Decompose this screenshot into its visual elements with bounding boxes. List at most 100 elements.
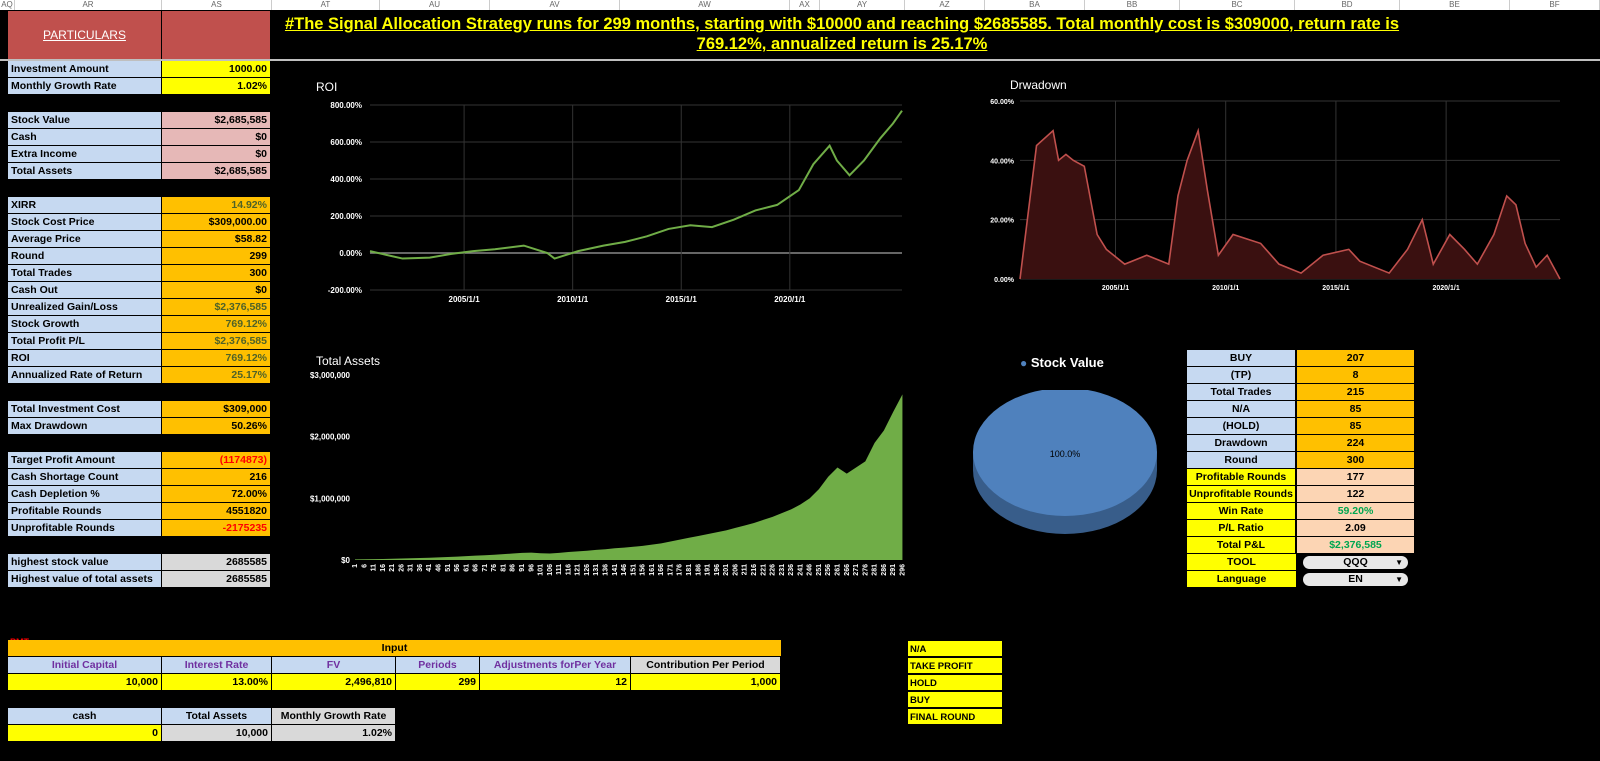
label-roi[interactable]: ROI: [8, 350, 161, 367]
value-total-profit-p-l[interactable]: $2,376,585: [162, 333, 270, 350]
legend-take-profit[interactable]: TAKE PROFIT: [907, 657, 1003, 674]
column-header-ax[interactable]: AX: [790, 0, 820, 10]
column-header-ar[interactable]: AR: [15, 0, 162, 10]
value-unprofitable-rounds[interactable]: -2175235: [162, 520, 270, 537]
value-xirr[interactable]: 14.92%: [162, 197, 270, 214]
label-monthly-growth-rate[interactable]: Monthly Growth Rate: [8, 78, 161, 95]
column-header-bc[interactable]: BC: [1180, 0, 1295, 10]
label-average-price[interactable]: Average Price: [8, 231, 161, 248]
column-header-az[interactable]: AZ: [905, 0, 985, 10]
stat-value-round[interactable]: 300: [1297, 452, 1414, 469]
cash-header-cash[interactable]: cash: [8, 708, 161, 725]
stat-value-total-trades[interactable]: 215: [1297, 384, 1414, 401]
value-monthly-growth-rate[interactable]: 1.02%: [162, 78, 270, 95]
label-highest-value-of-total-assets[interactable]: Highest value of total assets: [8, 571, 161, 588]
label-cash-depletion[interactable]: Cash Depletion %: [8, 486, 161, 503]
value-max-drawdown[interactable]: 50.26%: [162, 418, 270, 435]
column-header-au[interactable]: AU: [380, 0, 490, 10]
label-stock-value[interactable]: Stock Value: [8, 112, 161, 129]
stat-label-total-p-l[interactable]: Total P&L: [1187, 537, 1296, 554]
input-header-fv[interactable]: FV: [272, 657, 395, 674]
cash-value-total-assets[interactable]: 10,000: [162, 725, 271, 742]
label-round[interactable]: Round: [8, 248, 161, 265]
label-cash-shortage-count[interactable]: Cash Shortage Count: [8, 469, 161, 486]
stat-label-n-a[interactable]: N/A: [1187, 401, 1296, 418]
column-header-ba[interactable]: BA: [985, 0, 1085, 10]
input-value-adjustments-forper-year[interactable]: 12: [480, 674, 630, 691]
cash-header-monthly-growth-rate[interactable]: Monthly Growth Rate: [272, 708, 395, 725]
label-investment-amount[interactable]: Investment Amount: [8, 61, 161, 78]
label-stock-growth[interactable]: Stock Growth: [8, 316, 161, 333]
value-stock-cost-price[interactable]: $309,000.00: [162, 214, 270, 231]
stat-label-p-l-ratio[interactable]: P/L Ratio: [1187, 520, 1296, 537]
cash-value-monthly-growth-rate[interactable]: 1.02%: [272, 725, 395, 742]
input-value-periods[interactable]: 299: [396, 674, 479, 691]
column-header-bd[interactable]: BD: [1295, 0, 1400, 10]
column-header-be[interactable]: BE: [1400, 0, 1510, 10]
value-annualized-rate-of-return[interactable]: 25.17%: [162, 367, 270, 384]
input-header-adjustments-forper-year[interactable]: Adjustments forPer Year: [480, 657, 630, 674]
stat-value-total-p-l[interactable]: $2,376,585: [1297, 537, 1414, 554]
value-profitable-rounds[interactable]: 4551820: [162, 503, 270, 520]
value-cash[interactable]: $0: [162, 129, 270, 146]
stat-label-profitable-rounds[interactable]: Profitable Rounds: [1187, 469, 1296, 486]
label-max-drawdown[interactable]: Max Drawdown: [8, 418, 161, 435]
label-total-profit-p-l[interactable]: Total Profit P/L: [8, 333, 161, 350]
column-header-as[interactable]: AS: [162, 0, 272, 10]
value-highest-value-of-total-assets[interactable]: 2685585: [162, 571, 270, 588]
value-unrealized-gain-loss[interactable]: $2,376,585: [162, 299, 270, 316]
value-total-trades[interactable]: 300: [162, 265, 270, 282]
stat-label-hold[interactable]: (HOLD): [1187, 418, 1296, 435]
stat-value-tp[interactable]: 8: [1297, 367, 1414, 384]
column-header-ay[interactable]: AY: [820, 0, 905, 10]
label-profitable-rounds[interactable]: Profitable Rounds: [8, 503, 161, 520]
input-header-interest-rate[interactable]: Interest Rate: [162, 657, 271, 674]
stat-value-profitable-rounds[interactable]: 177: [1297, 469, 1414, 486]
particulars-header[interactable]: PARTICULARS: [8, 11, 161, 60]
drawdown-chart[interactable]: 0.00% 20.00% 40.00% 60.00% 2005/1/1 2010/1/1 2…: [990, 95, 1595, 310]
column-header-bb[interactable]: BB: [1085, 0, 1180, 10]
stat-label-total-trades[interactable]: Total Trades: [1187, 384, 1296, 401]
value-extra-income[interactable]: $0: [162, 146, 270, 163]
roi-chart[interactable]: -200.00% 0.00% 200.00% 400.00% 600.00% 800.00…: [300, 95, 925, 310]
header-empty-cell[interactable]: [162, 11, 270, 60]
stat-label-round[interactable]: Round: [1187, 452, 1296, 469]
label-unrealized-gain-loss[interactable]: Unrealized Gain/Loss: [8, 299, 161, 316]
value-round[interactable]: 299: [162, 248, 270, 265]
value-cash-shortage-count[interactable]: 216: [162, 469, 270, 486]
value-investment-amount[interactable]: 1000.00: [162, 61, 270, 78]
value-highest-stock-value[interactable]: 2685585: [162, 554, 270, 571]
chevron-down-icon[interactable]: ▼: [1395, 558, 1403, 567]
value-stock-value[interactable]: $2,685,585: [162, 112, 270, 129]
label-annualized-rate-of-return[interactable]: Annualized Rate of Return: [8, 367, 161, 384]
language-dropdown[interactable]: EN ▼: [1303, 573, 1408, 586]
cash-header-total-assets[interactable]: Total Assets: [162, 708, 271, 725]
label-xirr[interactable]: XIRR: [8, 197, 161, 214]
column-header-bf[interactable]: BF: [1510, 0, 1600, 10]
column-header-at[interactable]: AT: [272, 0, 380, 10]
legend-hold[interactable]: HOLD: [907, 674, 1003, 691]
stat-value-p-l-ratio[interactable]: 2.09: [1297, 520, 1414, 537]
input-header-initial-capital[interactable]: Initial Capital: [8, 657, 161, 674]
column-header-aq[interactable]: AQ: [0, 0, 15, 10]
stat-value-n-a[interactable]: 85: [1297, 401, 1414, 418]
tool-dropdown[interactable]: QQQ ▼: [1303, 556, 1408, 569]
label-cash-out[interactable]: Cash Out: [8, 282, 161, 299]
stat-value-win-rate[interactable]: 59.20%: [1297, 503, 1414, 520]
stat-label-drawdown[interactable]: Drawdown: [1187, 435, 1296, 452]
value-target-profit-amount[interactable]: (1174873): [162, 452, 270, 469]
stat-value-buy[interactable]: 207: [1297, 350, 1414, 367]
input-header-periods[interactable]: Periods: [396, 657, 479, 674]
label-total-investment-cost[interactable]: Total Investment Cost: [8, 401, 161, 418]
stat-value-drawdown[interactable]: 224: [1297, 435, 1414, 452]
cash-value-cash[interactable]: 0: [8, 725, 161, 742]
stock-value-pie-chart[interactable]: 100.0%: [970, 390, 1170, 545]
chevron-down-icon[interactable]: ▼: [1395, 575, 1403, 584]
label-total-trades[interactable]: Total Trades: [8, 265, 161, 282]
input-table-title[interactable]: Input: [8, 640, 781, 657]
stat-label-buy[interactable]: BUY: [1187, 350, 1296, 367]
stat-value-unprofitable-rounds[interactable]: 122: [1297, 486, 1414, 503]
input-value-interest-rate[interactable]: 13.00%: [162, 674, 271, 691]
input-value-fv[interactable]: 2,496,810: [272, 674, 395, 691]
